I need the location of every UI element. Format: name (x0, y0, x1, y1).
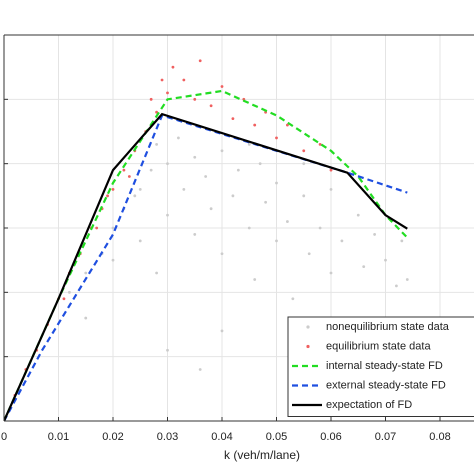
point (193, 233, 197, 236)
point (138, 239, 142, 243)
point (155, 271, 159, 275)
point (209, 104, 213, 108)
point (302, 162, 306, 166)
point (220, 252, 224, 256)
point (231, 117, 235, 121)
point (264, 200, 267, 204)
point (166, 91, 169, 95)
x-tick-label: 0.04 (211, 431, 232, 443)
point (155, 110, 159, 114)
point (84, 316, 88, 320)
point (84, 271, 88, 275)
point (111, 188, 115, 191)
point (62, 297, 66, 301)
x-tick-label: 0.01 (48, 431, 69, 443)
point (291, 297, 295, 301)
point (220, 329, 224, 333)
point (400, 239, 404, 243)
point (122, 168, 126, 172)
point (373, 233, 376, 236)
point (160, 78, 164, 82)
point (362, 265, 366, 268)
point (405, 278, 409, 281)
fd-line (4, 112, 408, 421)
point (340, 239, 344, 243)
point (209, 207, 213, 211)
point (177, 136, 180, 140)
point (253, 278, 257, 281)
x-tick-label: 0.07 (375, 431, 396, 443)
point (318, 142, 322, 146)
point (171, 65, 175, 69)
point (329, 271, 333, 275)
point (193, 97, 197, 101)
point (247, 142, 251, 146)
fd-line (4, 89, 409, 421)
legend-marker (306, 344, 310, 349)
legend-label: nonequilibrium state data (326, 321, 450, 333)
legend-box (287, 316, 474, 417)
point (127, 175, 131, 178)
axes: 0 0.01 0.02 0.03 0.04 0.05 0.06 0.07 0.08 (1, 34, 451, 443)
legend: nonequilibrium state data equilibrium sta… (287, 316, 474, 417)
point (286, 220, 289, 223)
legend-label: internal steady-state FD (326, 360, 443, 372)
point (318, 226, 322, 230)
point (247, 226, 251, 230)
point (275, 136, 278, 140)
grid (3, 34, 474, 422)
point (258, 162, 262, 166)
point (329, 188, 333, 191)
legend-label: external steady-state FD (326, 379, 446, 391)
point (286, 123, 289, 127)
point (155, 142, 159, 146)
point (395, 284, 398, 288)
x-tick-label: 0.08 (429, 431, 450, 443)
point (133, 194, 137, 198)
point (384, 258, 387, 262)
legend-label: equilibrium state data (326, 340, 431, 352)
x-tick-label: 0.06 (320, 431, 341, 443)
point (236, 168, 240, 172)
point (302, 194, 306, 198)
point (220, 149, 224, 153)
point (204, 175, 208, 178)
point (106, 194, 109, 198)
point (95, 226, 99, 230)
point (111, 258, 115, 262)
fd-line (4, 114, 408, 421)
point (166, 213, 169, 217)
point (198, 59, 202, 63)
x-axis-label: k (veh/m/lane) (224, 448, 300, 462)
point (111, 226, 115, 230)
point (220, 85, 224, 88)
point (68, 290, 71, 294)
point (356, 213, 360, 217)
point (231, 194, 235, 198)
x-tick-label: 0 (1, 431, 7, 443)
point (193, 155, 197, 159)
x-tick-label: 0.03 (157, 431, 178, 443)
point (149, 168, 153, 172)
plot-area (4, 59, 409, 421)
point (182, 188, 186, 191)
point (149, 97, 153, 101)
legend-marker (306, 325, 310, 329)
point (166, 162, 169, 166)
point (182, 78, 186, 82)
point (198, 368, 202, 371)
x-tick-label: 0.05 (266, 431, 287, 443)
point (307, 252, 311, 256)
point (253, 123, 257, 127)
point (138, 188, 142, 191)
legend-label: expectation of FD (326, 399, 412, 411)
point (302, 149, 306, 153)
point (166, 348, 169, 352)
point (275, 239, 278, 243)
x-tick-label: 0.02 (102, 431, 123, 443)
point (275, 181, 278, 185)
point (329, 168, 333, 172)
